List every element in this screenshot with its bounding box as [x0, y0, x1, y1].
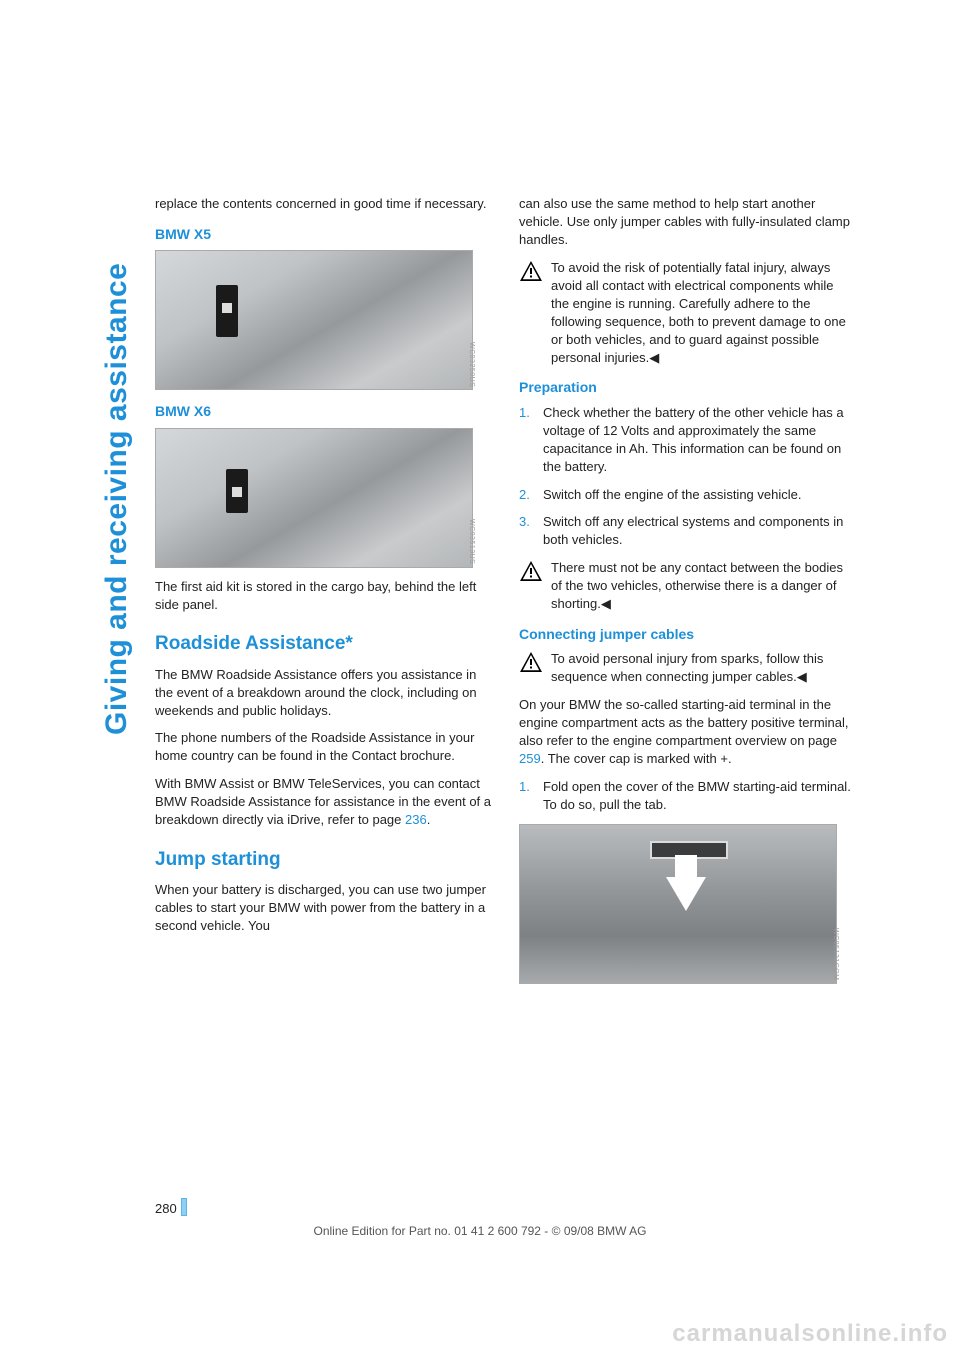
step-number: 3.: [519, 513, 530, 531]
step-text: Switch off any electrical systems and co…: [543, 514, 843, 547]
connecting-steps: 1. Fold open the cover of the BMW startin…: [519, 778, 855, 814]
figure-engine-terminal: WC05131COM: [519, 824, 837, 984]
content-columns: replace the contents concerned in good t…: [155, 195, 855, 994]
first-aid-location-note: The first aid kit is stored in the cargo…: [155, 578, 491, 614]
heading-bmw-x6: BMW X6: [155, 402, 491, 421]
warning-icon: [519, 260, 543, 282]
page-ref-259[interactable]: 259: [519, 751, 541, 766]
step-text: Switch off the engine of the assisting v…: [543, 487, 801, 502]
figure-cargo-x5: WC03250US: [155, 250, 473, 390]
heading-roadside-assistance: Roadside Assistance*: [155, 631, 491, 657]
heading-preparation: Preparation: [519, 378, 855, 397]
list-item: 2. Switch off the engine of the assisting…: [519, 486, 855, 504]
warning-electrical-contact: To avoid the risk of potentially fatal i…: [519, 259, 855, 367]
connecting-para-1: On your BMW the so-called starting-aid t…: [519, 696, 855, 768]
arrow-down-icon: [666, 877, 706, 911]
step-number: 2.: [519, 486, 530, 504]
warning-icon: [519, 651, 543, 673]
left-column: replace the contents concerned in good t…: [155, 195, 491, 994]
page-number-bar-icon: [181, 1198, 187, 1216]
heading-bmw-x5: BMW X5: [155, 225, 491, 244]
warning-text: To avoid the risk of potentially fatal i…: [551, 260, 846, 365]
warning-body-contact: There must not be any contact between th…: [519, 559, 855, 613]
page-number: 280: [155, 1198, 187, 1216]
end-mark-icon: ◀: [797, 669, 807, 684]
roadside-para-3-text-b: .: [427, 812, 431, 827]
site-watermark: carmanualsonline.info: [672, 1320, 948, 1348]
page-number-value: 280: [155, 1201, 177, 1216]
end-mark-icon: ◀: [601, 596, 611, 611]
intro-continuation: replace the contents concerned in good t…: [155, 195, 491, 213]
connecting-para-1-text-a: On your BMW the so-called starting-aid t…: [519, 697, 849, 748]
step-text: Fold open the cover of the BMW starting-…: [543, 779, 851, 812]
preparation-steps: 1. Check whether the battery of the other…: [519, 404, 855, 550]
figure-cargo-x6: WC03513US: [155, 428, 473, 568]
roadside-para-3-text-a: With BMW Assist or BMW TeleServices, you…: [155, 776, 491, 827]
step-text: Check whether the battery of the other v…: [543, 405, 844, 474]
figure-code-label: WC03250US: [466, 342, 476, 387]
warning-icon: [519, 560, 543, 582]
first-aid-box-shape: [216, 285, 238, 337]
step-number: 1.: [519, 404, 530, 422]
warning-text: There must not be any contact between th…: [551, 560, 843, 611]
warning-sparks: To avoid personal injury from sparks, fo…: [519, 650, 855, 686]
list-item: 1. Check whether the battery of the other…: [519, 404, 855, 476]
connecting-para-1-text-b: . The cover cap is marked with +.: [541, 751, 732, 766]
page-ref-236[interactable]: 236: [405, 812, 427, 827]
list-item: 1. Fold open the cover of the BMW startin…: [519, 778, 855, 814]
jump-starting-para-1: When your battery is discharged, you can…: [155, 881, 491, 935]
list-item: 3. Switch off any electrical systems and …: [519, 513, 855, 549]
heading-jump-starting: Jump starting: [155, 847, 491, 873]
right-column: can also use the same method to help sta…: [519, 195, 855, 994]
first-aid-box-shape: [226, 469, 248, 513]
figure-code-label: WC03513US: [466, 519, 476, 564]
heading-connecting-cables: Connecting jumper cables: [519, 625, 855, 644]
roadside-para-2: The phone numbers of the Roadside Assist…: [155, 729, 491, 765]
footer-line: Online Edition for Part no. 01 41 2 600 …: [0, 1224, 960, 1238]
roadside-para-1: The BMW Roadside Assistance offers you a…: [155, 666, 491, 720]
end-mark-icon: ◀: [649, 350, 659, 365]
roadside-para-3: With BMW Assist or BMW TeleServices, you…: [155, 775, 491, 829]
step-number: 1.: [519, 778, 530, 796]
manual-page: Giving and receiving assistance replace …: [0, 0, 960, 1358]
warning-text: To avoid personal injury from sparks, fo…: [551, 651, 823, 684]
jump-starting-continuation: can also use the same method to help sta…: [519, 195, 855, 249]
side-tab-title: Giving and receiving assistance: [100, 263, 134, 735]
figure-code-label: WC05131COM: [830, 928, 840, 980]
